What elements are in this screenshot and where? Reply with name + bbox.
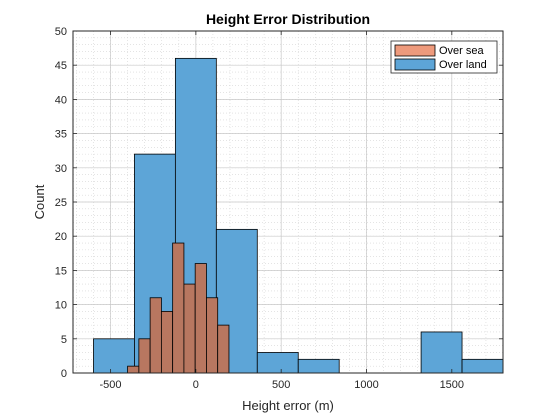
x-tick-label: 0	[193, 379, 199, 391]
x-tick-label: -500	[100, 379, 122, 391]
x-axis-ticks: -500 0 500 1000 1500	[100, 31, 464, 391]
over-land-bar	[256, 352, 299, 374]
legend: Over sea Over land	[390, 40, 498, 74]
over-land-bar	[420, 331, 463, 374]
over-sea-bars	[127, 242, 230, 374]
legend-label-over-land: Over land	[439, 59, 487, 71]
x-tick-label: 1000	[354, 379, 378, 391]
legend-swatch-over-sea	[394, 44, 436, 57]
over-sea-bar	[149, 297, 162, 374]
y-tick-label: 25	[55, 197, 67, 209]
x-tick-label: 1500	[440, 379, 464, 391]
y-tick-label: 20	[55, 231, 67, 243]
over-sea-bar	[206, 297, 219, 374]
over-sea-bar	[138, 338, 151, 374]
over-sea-bar	[183, 283, 196, 374]
y-tick-label: 0	[61, 368, 67, 380]
over-sea-bar	[172, 242, 185, 374]
over-land-bar	[461, 358, 504, 374]
y-tick-label: 50	[55, 26, 67, 38]
x-axis-label: Height error (m)	[242, 398, 334, 413]
y-tick-label: 15	[55, 265, 67, 277]
chart-title: Height Error Distribution	[206, 11, 370, 27]
over-land-bar	[297, 358, 340, 374]
y-axis-ticks: 0 5 10 15 20 25 30 35 40 45 50	[55, 26, 503, 380]
over-sea-bar	[194, 263, 207, 374]
y-tick-label: 10	[55, 300, 67, 312]
y-tick-label: 35	[55, 129, 67, 141]
x-tick-label: 500	[272, 379, 290, 391]
legend-swatch-over-land	[394, 58, 436, 71]
y-axis-label: Count	[32, 184, 47, 219]
y-tick-label: 40	[55, 94, 67, 106]
over-sea-bar	[160, 311, 174, 374]
y-tick-label: 30	[55, 163, 67, 175]
y-tick-label: 5	[61, 334, 67, 346]
over-sea-bar	[217, 324, 230, 374]
legend-label-over-sea: Over sea	[439, 45, 485, 57]
y-tick-label: 45	[55, 60, 67, 72]
over-sea-bar	[127, 365, 140, 374]
